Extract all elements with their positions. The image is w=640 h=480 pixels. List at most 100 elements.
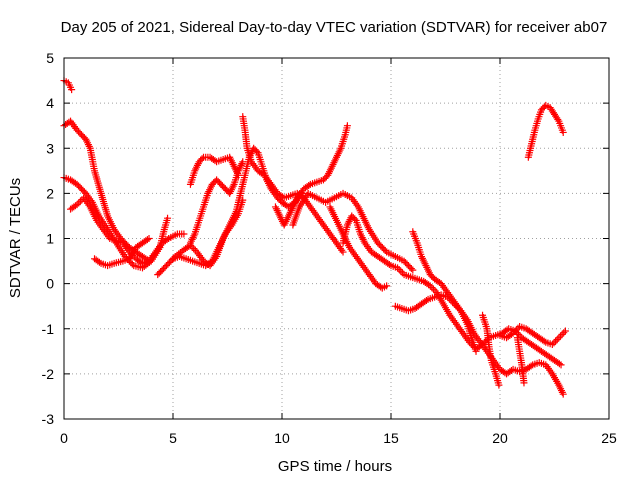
series-arc-4 bbox=[67, 194, 153, 267]
data-point bbox=[75, 199, 83, 207]
data-point bbox=[398, 269, 406, 277]
data-point bbox=[351, 215, 359, 223]
y-tick-label: -2 bbox=[42, 366, 55, 382]
data-point bbox=[520, 379, 528, 387]
data-point bbox=[552, 337, 560, 345]
data-point bbox=[428, 284, 436, 292]
y-tick-label: 1 bbox=[46, 231, 54, 247]
data-point bbox=[431, 287, 439, 295]
y-tick-label: 0 bbox=[46, 276, 54, 292]
y-tick-label: 5 bbox=[46, 50, 54, 66]
y-tick-label: -1 bbox=[42, 321, 55, 337]
data-point bbox=[381, 247, 389, 255]
data-point bbox=[512, 326, 520, 334]
data-point bbox=[559, 128, 567, 136]
axis-ticks: 0 5 10 15 20 25 -3 -2 -1 0 1 2 3 4 5 bbox=[42, 50, 617, 446]
data-point bbox=[515, 330, 523, 338]
data-point bbox=[561, 327, 569, 335]
series-arc-11 bbox=[271, 122, 351, 229]
chart-title: Day 205 of 2021, Sidereal Day-to-day VTE… bbox=[61, 19, 608, 36]
data-point bbox=[395, 266, 403, 274]
data-point bbox=[385, 260, 393, 268]
series-arc-14 bbox=[339, 212, 565, 369]
data-point bbox=[188, 243, 196, 251]
data-point bbox=[495, 381, 503, 389]
data-point bbox=[553, 335, 561, 343]
series-arc-20 bbox=[524, 101, 567, 161]
data-point bbox=[554, 115, 562, 123]
data-point bbox=[143, 236, 151, 244]
x-tick-label: 25 bbox=[601, 430, 617, 446]
series-arc-16 bbox=[409, 228, 480, 355]
data-point bbox=[558, 330, 566, 338]
x-tick-label: 0 bbox=[60, 430, 68, 446]
x-tick-label: 15 bbox=[383, 430, 399, 446]
data-point bbox=[145, 235, 153, 242]
data-point bbox=[145, 257, 153, 265]
data-point bbox=[556, 332, 564, 340]
data-point bbox=[511, 328, 519, 336]
data-point bbox=[239, 196, 247, 204]
data-point bbox=[426, 282, 434, 290]
data-point bbox=[73, 201, 81, 209]
x-axis-label: GPS time / hours bbox=[278, 458, 392, 475]
data-point bbox=[509, 329, 517, 337]
data-point bbox=[407, 265, 415, 273]
x-tick-label: 5 bbox=[169, 430, 177, 446]
data-point bbox=[383, 282, 391, 290]
data-point bbox=[514, 324, 522, 332]
data-point bbox=[163, 236, 171, 244]
data-point bbox=[548, 341, 556, 349]
y-axis-label: SDTVAR / TECUs bbox=[7, 178, 24, 298]
data-point bbox=[339, 248, 347, 256]
series-arc-18 bbox=[496, 322, 569, 349]
data-point bbox=[164, 214, 172, 222]
data-point bbox=[198, 155, 206, 163]
data-point bbox=[397, 267, 405, 275]
data-point bbox=[190, 245, 198, 253]
data-point bbox=[76, 197, 84, 205]
series-arc-3 bbox=[60, 174, 172, 272]
data-point bbox=[191, 246, 199, 254]
data-point bbox=[540, 337, 548, 345]
series-arc-13 bbox=[326, 203, 391, 292]
series-arc-12 bbox=[289, 189, 417, 274]
data-point bbox=[409, 266, 417, 274]
data-points bbox=[60, 77, 569, 398]
data-point bbox=[305, 181, 313, 189]
series-arc-7 bbox=[169, 196, 247, 270]
y-tick-label: 4 bbox=[46, 95, 54, 111]
series-arc-15 bbox=[391, 291, 567, 398]
x-tick-label: 10 bbox=[274, 430, 290, 446]
data-point bbox=[527, 362, 535, 370]
series-arc-1 bbox=[60, 77, 76, 94]
data-point bbox=[559, 390, 567, 398]
series-arc-9 bbox=[186, 153, 242, 188]
data-point bbox=[234, 171, 242, 179]
y-tick-label: -3 bbox=[42, 411, 55, 427]
y-tick-label: 2 bbox=[46, 185, 54, 201]
data-point bbox=[65, 118, 73, 126]
data-point bbox=[557, 361, 565, 369]
data-point bbox=[95, 258, 103, 266]
data-point bbox=[472, 347, 480, 355]
series-arc-10 bbox=[239, 113, 347, 256]
data-point bbox=[560, 329, 568, 337]
data-point bbox=[394, 264, 402, 272]
series-arc-8 bbox=[186, 158, 247, 247]
data-point bbox=[555, 334, 563, 342]
x-tick-label: 20 bbox=[492, 430, 508, 446]
y-tick-label: 3 bbox=[46, 140, 54, 156]
data-point bbox=[180, 230, 188, 238]
data-point bbox=[550, 339, 558, 347]
data-point bbox=[430, 285, 438, 293]
data-point bbox=[239, 158, 247, 166]
series-arc-17 bbox=[479, 311, 503, 389]
series-arc-19 bbox=[513, 334, 528, 387]
data-point bbox=[128, 260, 136, 268]
data-point bbox=[253, 147, 261, 155]
data-point bbox=[422, 297, 430, 305]
series-arc-5 bbox=[91, 235, 153, 270]
data-point bbox=[68, 86, 76, 94]
